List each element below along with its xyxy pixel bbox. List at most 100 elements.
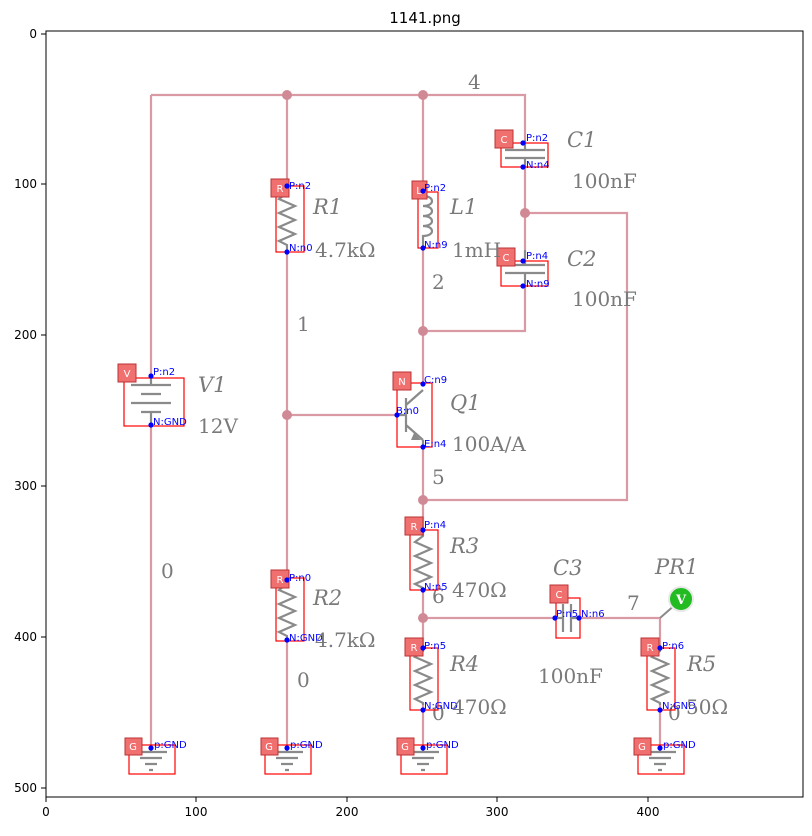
y-tick-label: 500: [14, 781, 37, 795]
tag-g4-letter: G: [638, 742, 646, 753]
value-r5: 50Ω: [686, 695, 728, 719]
node-label: 1: [297, 312, 310, 336]
tag-r1-letter: R: [277, 184, 284, 195]
tag-c1: [494, 129, 514, 149]
node-label: 2: [432, 270, 445, 294]
tag-g1-letter: G: [129, 742, 137, 753]
tag-g2: [260, 737, 279, 756]
capacitor-c1: C P:n2 N:n4 C1 100nF: [494, 128, 637, 193]
value-c3: 100nF: [538, 664, 603, 688]
bbox-g3: [400, 744, 448, 775]
pin-r4-n: N:GND: [424, 701, 458, 712]
node-label: 7: [627, 591, 640, 615]
y-tick-label: 300: [14, 479, 37, 493]
pin-c1-p: P:n2: [526, 133, 548, 144]
pin-r2-p: P:n0: [289, 573, 311, 584]
tag-g4: [633, 737, 652, 756]
tag-r3-letter: R: [411, 522, 418, 533]
tag-r1: [270, 178, 290, 198]
tag-g3: [396, 737, 415, 756]
bbox-r1: [275, 185, 305, 253]
pin-g4: p:GND: [663, 740, 696, 751]
label-r5: R5: [686, 652, 716, 676]
y-tick-label: 400: [14, 630, 37, 644]
tag-c3-letter: C: [556, 590, 563, 601]
pin-l1-p: P:n2: [424, 183, 446, 194]
pin-r3-n: N:n5: [424, 582, 448, 593]
ground-g4: G p:GND: [633, 737, 696, 775]
bbox-g2: [264, 744, 312, 775]
label-v1: V1: [198, 373, 227, 397]
ground-g1: G p:GND: [124, 737, 187, 775]
pin-r4-p: P:n5: [424, 641, 446, 652]
pin-c3-p: P:n5: [556, 609, 578, 620]
pin-v1-p: P:n2: [153, 367, 175, 378]
x-tick-label: 100: [185, 805, 208, 819]
label-c2: C2: [567, 247, 596, 271]
node-label: 0: [432, 701, 445, 725]
pin-r1-n: N:n0: [289, 243, 313, 254]
label-r1: R1: [312, 195, 342, 219]
pin-r2-n: N:GND: [289, 633, 323, 644]
label-q1: Q1: [450, 391, 481, 415]
x-tick-label: 400: [637, 805, 660, 819]
tag-r5-letter: R: [647, 643, 654, 654]
capacitor-c3: C P:n5 N:n6 C3 100nF: [538, 556, 605, 688]
label-r4: R4: [449, 652, 479, 676]
pin-g3: p:GND: [426, 740, 459, 751]
label-r3: R3: [449, 534, 479, 558]
tag-c1-letter: C: [501, 135, 508, 146]
pin-c2-p: P:n4: [526, 251, 548, 262]
value-c1: 100nF: [572, 169, 637, 193]
tag-r4-letter: R: [411, 643, 418, 654]
resistor-r3: R P:n4 N:n5 R3 470Ω: [404, 516, 507, 602]
x-tick-label: 200: [336, 805, 359, 819]
pin-q1-b: B:n0: [396, 406, 419, 417]
bbox-v1: [123, 377, 185, 427]
value-r1: 4.7kΩ: [315, 238, 376, 262]
pin-r5-n: N:GND: [662, 701, 696, 712]
tag-q1: [392, 371, 412, 391]
pin-c2-n: N:n9: [526, 279, 550, 290]
probe-pr1: V PR1: [654, 555, 698, 612]
value-l1: 1mH: [452, 238, 501, 262]
label-l1: L1: [449, 195, 477, 219]
probe-letter: V: [675, 593, 687, 608]
tag-v1: [117, 363, 137, 383]
value-r3: 470Ω: [452, 578, 507, 602]
y-tick-label: 100: [14, 177, 37, 191]
tag-l1: [411, 180, 428, 200]
x-axis-ticks: 0 100 200 300 400: [42, 797, 659, 819]
node-label: 0: [161, 559, 174, 583]
tag-g1: [124, 737, 143, 756]
bbox-r2: [275, 577, 305, 642]
tag-v1-letter: V: [124, 369, 131, 380]
transistor-q1: N C:n9 B:n0 E:n4 Q1 100A/A: [392, 371, 526, 456]
ground-g3: G p:GND: [396, 737, 459, 775]
resistor-r2: R P:n0 N:GND R2 4.7kΩ: [270, 569, 376, 652]
value-r4: 470Ω: [452, 695, 507, 719]
label-c1: C1: [567, 128, 596, 152]
capacitor-c2: C P:n4 N:n9 C2 100nF: [496, 247, 637, 311]
x-tick-label: 300: [486, 805, 509, 819]
tag-c2: [496, 247, 516, 267]
tag-g2-letter: G: [265, 742, 273, 753]
tag-l1-letter: L: [416, 186, 422, 197]
pin-r3-p: P:n4: [424, 520, 446, 531]
value-r2: 4.7kΩ: [315, 628, 376, 652]
value-q1: 100A/A: [452, 432, 526, 456]
pin-v1-n: N:GND: [153, 417, 187, 428]
tag-q1-letter: N: [398, 377, 405, 388]
pin-r5-p: P:n6: [662, 641, 684, 652]
label-c3: C3: [553, 556, 582, 580]
resistor-r5: R P:n6 N:GND R5 50Ω: [640, 637, 728, 719]
pin-q1-c: C:n9: [424, 375, 447, 386]
resistor-r4: R P:n5 N:GND R4 470Ω: [404, 637, 507, 719]
pin-g1: p:GND: [154, 740, 187, 751]
tag-r3: [404, 516, 424, 536]
node-label: 5: [432, 465, 445, 489]
wires: [149, 90, 677, 745]
pin-l1-n: N:n9: [424, 240, 448, 251]
bbox-l1: [417, 191, 439, 249]
